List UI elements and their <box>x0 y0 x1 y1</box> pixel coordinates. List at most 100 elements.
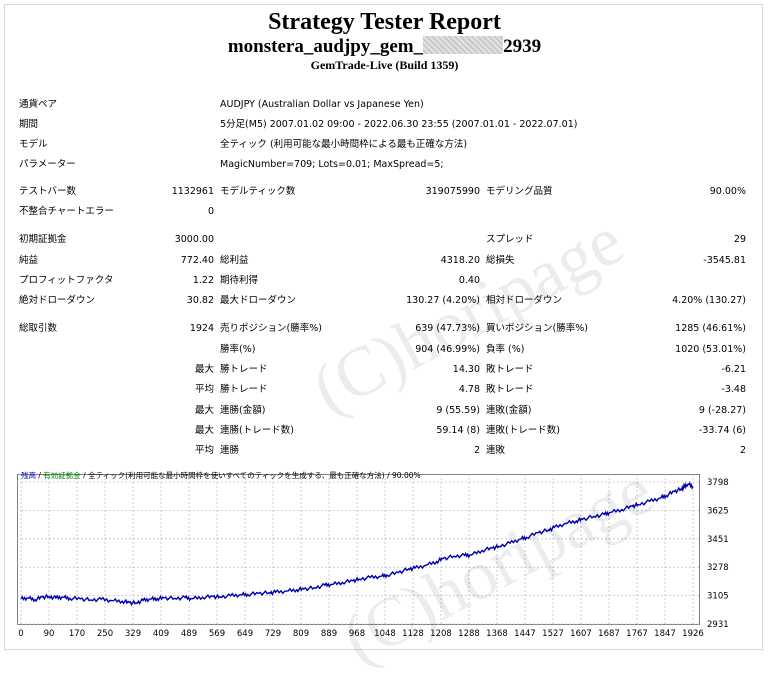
rel-drawdown-label: 相対ドローダウン <box>486 295 563 306</box>
info-value-params: MagicNumber=709; Lots=0.01; MaxSpread=5; <box>220 159 444 170</box>
gross-profit-label: 総利益 <box>220 255 249 266</box>
legend-quality: 90.00% <box>392 471 421 480</box>
quality-label: モデリング品質 <box>486 186 553 197</box>
x-tick-label: 170 <box>69 629 85 639</box>
server-build: GemTrade-Live (Build 1359) <box>310 58 459 72</box>
max-cons-lossamt-value: -33.74 (6) <box>698 425 746 436</box>
avg-cons-win-label: 連勝 <box>220 445 240 456</box>
loss-rate-value: 1020 (53.01%) <box>675 344 746 355</box>
y-tick-label: 3105 <box>707 592 729 602</box>
win-rate-value: 904 (46.99%) <box>415 344 480 355</box>
x-tick-label: 409 <box>153 629 169 639</box>
max-cons-loss-value: 9 (-28.27) <box>698 405 746 416</box>
short-positions-label: 売りポジション(勝率%) <box>220 323 322 334</box>
deposit-label: 初期証拠金 <box>19 234 67 245</box>
spread-value: 29 <box>733 234 746 245</box>
win-rate-label: 勝率(%) <box>220 344 256 355</box>
legend-separator: / <box>81 471 88 480</box>
bars-label: テストバー数 <box>19 186 77 197</box>
short-positions-value: 639 (47.73%) <box>415 323 480 334</box>
abs-drawdown-label: 絶対ドローダウン <box>19 295 96 306</box>
profit-factor-label: プロフィットファクタ <box>19 275 114 286</box>
y-tick-label: 3625 <box>707 506 729 516</box>
legend-separator: / <box>385 471 392 480</box>
gross-profit-value: 4318.20 <box>440 255 480 266</box>
max-cons-profit-value: 59.14 (8) <box>436 425 480 436</box>
x-tick-label: 329 <box>125 629 141 639</box>
largest-win-label: 勝トレード <box>220 364 268 375</box>
ea-name-prefix: monstera_audjpy_gem_ <box>227 36 424 57</box>
long-positions-value: 1285 (46.61%) <box>675 323 746 334</box>
balance-chart: 3798 3625 3451 3278 3105 2931 0 90 170 250 329 409 4… <box>17 464 740 642</box>
info-value-period: 5分足(M5) 2007.01.02 09:00 - 2022.06.30 23… <box>220 119 578 130</box>
max-prefix: 最大 <box>194 425 214 436</box>
x-tick-label: 0 <box>18 629 23 639</box>
x-tick-label: 729 <box>265 629 281 639</box>
legend-margin: 有効証拠金 <box>43 470 81 480</box>
max-prefix: 最大 <box>194 364 214 375</box>
legend-separator: / <box>36 471 43 480</box>
avg-win-label: 勝トレード <box>220 384 268 395</box>
mismatch-value: 0 <box>207 206 214 217</box>
max-cons-lossamt-label: 連敗(トレード数) <box>486 425 560 436</box>
x-tick-label: 1687 <box>598 629 620 639</box>
avg-loss-label: 敗トレード <box>486 384 534 395</box>
avg-cons-loss-label: 連敗 <box>486 445 506 456</box>
long-positions-label: 買いポジション(勝率%) <box>486 323 588 334</box>
gross-loss-value: -3545.81 <box>703 255 746 266</box>
info-value-symbol: AUDJPY (Australian Dollar vs Japanese Ye… <box>220 99 424 110</box>
quality-value: 90.00% <box>709 186 746 197</box>
deposit-value: 3000.00 <box>174 234 214 245</box>
avg-prefix: 平均 <box>194 445 214 456</box>
report-title: Strategy Tester Report <box>268 9 501 35</box>
avg-prefix: 平均 <box>194 384 214 395</box>
chart-legend: 残高 / 有効証拠金 / 全ティック(利用可能な最小時間枠を使いすべてのティック… <box>21 470 421 480</box>
largest-loss-label: 敗トレード <box>486 364 534 375</box>
info-label-params: パラメーター <box>19 159 76 170</box>
expected-payoff-value: 0.40 <box>458 275 480 286</box>
info-value-model: 全ティック (利用可能な最小時間枠による最も正確な方法) <box>220 139 468 150</box>
max-prefix: 最大 <box>194 405 214 416</box>
x-tick-label: 889 <box>321 629 337 639</box>
plot-border <box>17 474 700 625</box>
x-tick-label: 1926 <box>682 629 704 639</box>
x-tick-label: 1447 <box>514 629 536 639</box>
y-tick-label: 3451 <box>707 535 729 545</box>
legend-model: 全ティック(利用可能な最小時間枠を使いすべてのティックを生成する、最も正確な方法… <box>88 470 385 480</box>
max-cons-win-label: 連勝(金額) <box>220 405 266 416</box>
x-tick-label: 809 <box>293 629 309 639</box>
x-tick-label: 1607 <box>570 629 592 639</box>
avg-cons-win-value: 2 <box>473 445 480 456</box>
x-tick-label: 649 <box>237 629 253 639</box>
rel-drawdown-value: 4.20% (130.27) <box>672 295 746 306</box>
x-tick-label: 968 <box>349 629 365 639</box>
ticks-value: 319075990 <box>425 186 480 197</box>
legend-balance: 残高 <box>21 470 36 480</box>
largest-loss-value: -6.21 <box>721 364 746 375</box>
spread-label: スプレッド <box>486 234 534 245</box>
profit-factor-value: 1.22 <box>192 275 214 286</box>
mismatch-label: 不整合チャートエラー <box>19 206 114 217</box>
balance-line <box>20 481 694 607</box>
x-tick-label: 569 <box>209 629 225 639</box>
net-profit-label: 純益 <box>19 255 39 266</box>
x-tick-label: 1847 <box>654 629 676 639</box>
x-tick-label: 489 <box>181 629 197 639</box>
ea-name: monstera_audjpy_gem_ 2939 <box>0 36 769 58</box>
x-tick-label: 90 <box>44 629 55 639</box>
abs-drawdown-value: 30.82 <box>186 295 214 306</box>
max-cons-profit-label: 連勝(トレード数) <box>220 425 294 436</box>
y-tick-label: 3798 <box>707 478 729 488</box>
x-tick-label: 1208 <box>430 629 452 639</box>
info-label-period: 期間 <box>19 119 39 130</box>
x-tick-label: 1288 <box>458 629 480 639</box>
max-drawdown-label: 最大ドローダウン <box>220 295 297 306</box>
x-tick-label: 1368 <box>486 629 508 639</box>
x-tick-label: 1128 <box>402 629 424 639</box>
largest-win-value: 14.30 <box>452 364 480 375</box>
loss-rate-label: 負率 (%) <box>486 344 525 355</box>
y-tick-label: 3278 <box>707 563 729 573</box>
x-tick-label: 1767 <box>626 629 648 639</box>
x-tick-label: 1048 <box>374 629 396 639</box>
gross-loss-label: 総損失 <box>486 255 515 266</box>
